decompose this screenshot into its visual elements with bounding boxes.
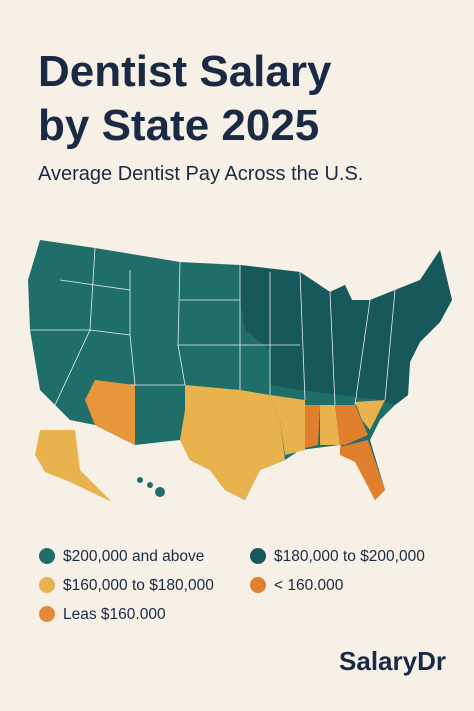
- title-line: by State 2025: [38, 101, 319, 150]
- subtitle: Average Dentist Pay Across the U.S.: [38, 163, 363, 185]
- title-line: Dentist Salary: [38, 47, 332, 96]
- legend-swatch: [39, 606, 55, 622]
- us-map: [28, 240, 452, 502]
- legend-swatch: [250, 548, 266, 564]
- legend-swatch: [39, 548, 55, 564]
- map-region: [240, 250, 452, 405]
- hawaii: [137, 477, 165, 497]
- map-region: [85, 380, 135, 445]
- legend-label: $200,000 and above: [63, 548, 204, 565]
- map-region: [355, 400, 385, 430]
- legend-label: < 160.000: [274, 577, 344, 594]
- map-region: [305, 405, 320, 448]
- legend-label: $180,000 to $200,000: [274, 548, 425, 565]
- map-region: [335, 405, 368, 445]
- legend: $200,000 and above $180,000 to $200,000 $1…: [39, 548, 425, 623]
- map-region: [180, 385, 285, 500]
- map-region: [35, 430, 112, 502]
- legend-swatch: [250, 577, 266, 593]
- legend-label: $160,000 to $180,000: [63, 577, 214, 594]
- legend-label: Leas $160.000: [63, 606, 166, 623]
- map-region: [270, 395, 305, 455]
- brand: SalaryDr: [339, 646, 446, 676]
- map-region: [320, 405, 340, 445]
- legend-swatch: [39, 577, 55, 593]
- state-borders: [30, 247, 396, 406]
- map-region: [340, 440, 385, 500]
